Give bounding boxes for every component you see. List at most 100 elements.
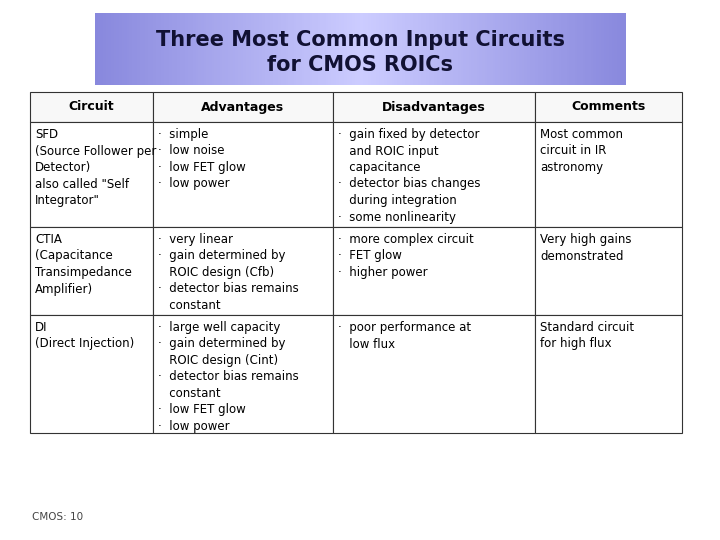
Bar [402,13,405,85]
Bar [30,315,153,433]
Text: Disadvantages: Disadvantages [382,100,486,113]
Bar [577,13,580,85]
Bar [527,13,530,85]
Bar [495,13,498,85]
Bar [606,13,610,85]
Bar [339,13,342,85]
Bar [177,13,180,85]
Bar [469,13,472,85]
Bar [204,13,207,85]
Bar [423,13,427,85]
Bar [360,13,363,85]
Bar [582,13,586,85]
Bar [169,13,172,85]
Bar [230,13,233,85]
Bar [215,13,217,85]
Bar [228,13,230,85]
Bar [225,13,228,85]
Bar [262,13,265,85]
Bar [124,13,127,85]
Bar [492,13,495,85]
Text: ·  simple
·  low noise
·  low FET glow
·  low power: · simple · low noise · low FET glow · lo… [158,128,246,191]
Bar [233,13,236,85]
Text: ·  poor performance at
   low flux: · poor performance at low flux [338,321,471,350]
Bar [536,227,682,315]
Bar [336,13,339,85]
Bar [256,13,260,85]
Bar [418,13,421,85]
Bar [182,13,186,85]
Bar [614,13,618,85]
Bar [588,13,591,85]
Bar [248,13,252,85]
Bar [156,13,159,85]
Bar [325,13,329,85]
Bar [410,13,413,85]
Bar [530,13,533,85]
Bar [158,13,162,85]
Bar [472,13,474,85]
Bar [392,13,395,85]
Bar [548,13,552,85]
Bar [543,13,546,85]
Text: Advantages: Advantages [201,100,284,113]
Bar [376,13,379,85]
Bar [323,13,326,85]
Bar [238,13,241,85]
Bar [196,13,199,85]
Bar [217,13,220,85]
Bar [30,227,153,315]
Bar [132,13,135,85]
Bar [291,13,294,85]
Bar [413,13,416,85]
Bar [559,13,562,85]
Text: ·  very linear
·  gain determined by
   ROIC design (Cfb)
·  detector bias remai: · very linear · gain determined by ROIC … [158,233,299,312]
Bar [601,13,604,85]
Bar [431,13,435,85]
Bar [30,122,153,227]
Bar [347,13,350,85]
Bar [513,13,517,85]
Bar [415,13,419,85]
Bar [503,13,506,85]
Bar [235,13,238,85]
Bar [429,13,432,85]
Text: Very high gains
demonstrated: Very high gains demonstrated [541,233,632,262]
Bar [405,13,408,85]
Bar [127,13,130,85]
Text: for CMOS ROICs: for CMOS ROICs [267,55,453,75]
Bar [188,13,191,85]
Bar [556,13,559,85]
Bar [564,13,567,85]
Bar [193,13,196,85]
Bar [538,13,541,85]
Bar [100,13,104,85]
Bar [437,13,440,85]
Bar [373,13,377,85]
Bar [455,13,459,85]
Text: Three Most Common Input Circuits: Three Most Common Input Circuits [156,30,564,50]
Bar [381,13,384,85]
Bar [536,122,682,227]
Text: Standard circuit
for high flux: Standard circuit for high flux [541,321,634,350]
Bar [198,13,202,85]
Bar [320,13,323,85]
Bar [30,92,153,122]
Bar [397,13,400,85]
Bar [379,13,382,85]
Text: DI
(Direct Injection): DI (Direct Injection) [35,321,134,350]
Bar [310,13,312,85]
Bar [164,13,167,85]
Bar [384,13,387,85]
Text: SFD
(Source Follower per
Detector)
also called "Self
Integrator": SFD (Source Follower per Detector) also … [35,128,156,207]
Bar [522,13,525,85]
Bar [140,13,143,85]
Bar [108,13,112,85]
Bar [567,13,570,85]
Bar [442,13,445,85]
Bar [511,13,514,85]
Bar [508,13,511,85]
Bar [246,13,249,85]
Bar [540,13,544,85]
Bar [575,13,577,85]
